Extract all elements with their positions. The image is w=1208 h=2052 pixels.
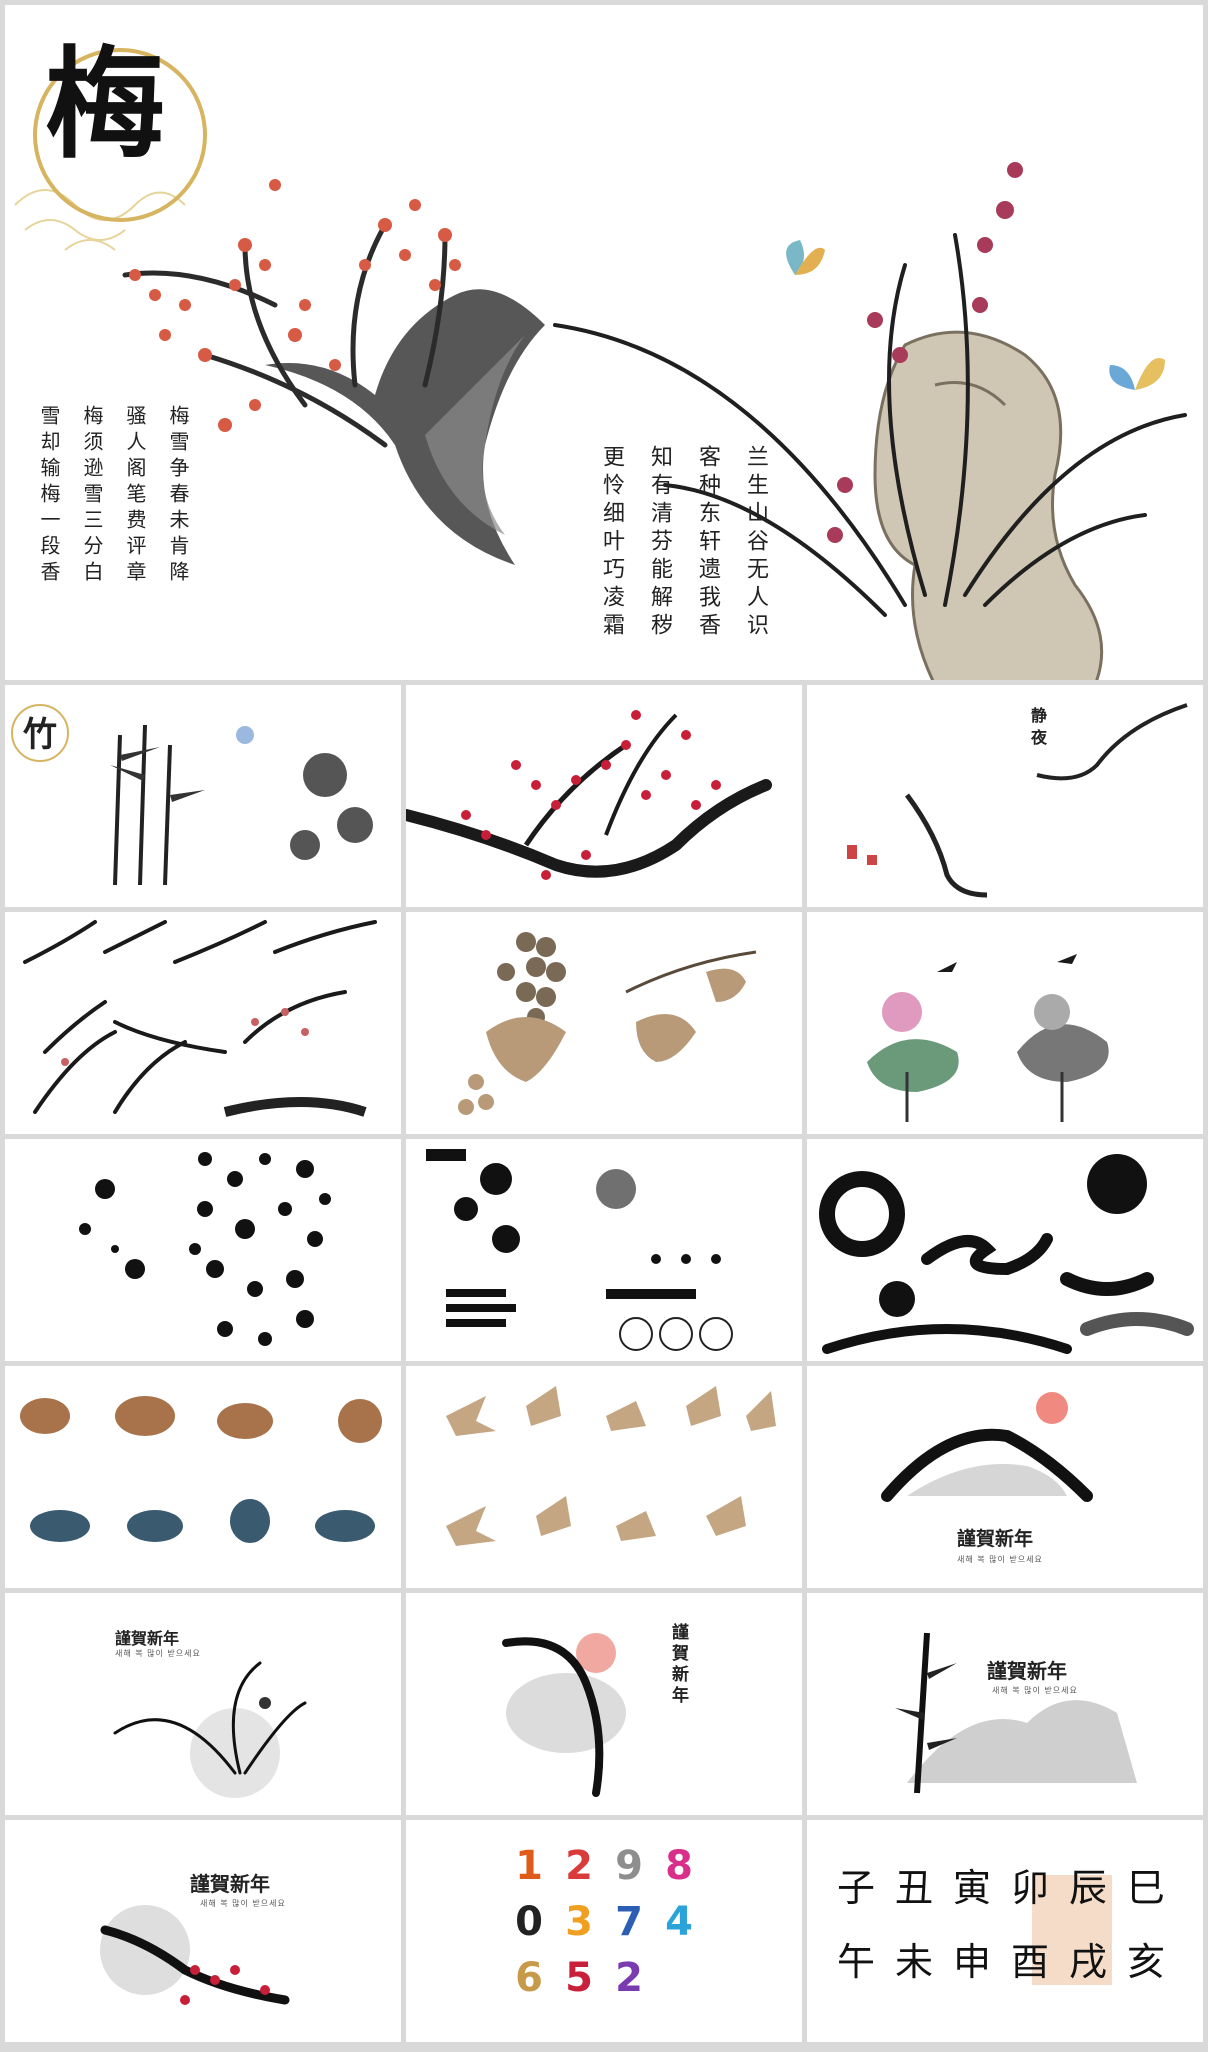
number-glyph: 6 [515,1955,543,2001]
calligraphy-char: 辰 [1068,1866,1107,1910]
calligraphy-char: 丑 [894,1866,933,1910]
sparrows-illustration [20,1396,382,1543]
ink-dots-illustration [79,1152,331,1346]
hero-artwork [14,48,1187,680]
seal-frame [1032,1875,1112,1985]
number-glyph: 1 [515,1843,543,1889]
number-glyph: 3 [565,1899,593,1945]
number-grid: 1 2 9 8 0 3 7 4 6 5 2 [506,1840,706,2004]
poem-line: 梅雪争春未肯降 [166,405,190,587]
number-glyph: 5 [565,1955,593,2001]
greeting-subtitle: 새해 복 많이 받으세요 [200,1899,286,1908]
grapes-illustration [458,932,757,1115]
calligraphy-char: 巳 [1126,1866,1165,1910]
thumb-greeting-bamboo[interactable]: 謹賀新年 새해 복 많이 받으세요 [807,1593,1203,1815]
thumb-red-plum[interactable] [406,685,802,907]
calligraphy-char: 戌 [1068,1940,1107,1984]
poem-line: 客种东轩遗我香 [695,445,720,641]
thumb-greeting-vertical[interactable]: 謹賀新年 [406,1593,802,1815]
thumb-ink-dots[interactable] [5,1139,401,1361]
mountain-sun-illustration [881,1392,1093,1502]
ink-branches-illustration [23,920,377,1117]
ink-splatter-illustration [426,1149,733,1351]
cloud-decoration [14,189,186,251]
greeting-title: 謹賀新年 [987,1659,1067,1683]
butterfly-icon [786,240,825,275]
thumb-sparrows-tan[interactable] [406,1366,802,1588]
thumb-calligraphy[interactable]: 子 丑 寅 卯 辰 巳 午 未 申 酉 戌 亥 [807,1820,1203,2042]
plum-branch-illustration [100,1905,290,2005]
poem-line: 骚人阁笔费评章 [123,405,147,587]
greeting-subtitle: 새해 복 많이 받으세요 [992,1686,1078,1695]
poem-line: 梅须逊雪三分白 [80,405,104,587]
greeting-subtitle: 새해 복 많이 받으세요 [957,1555,1043,1564]
poem-line: 更怜细叶巧凌霜 [599,445,624,641]
thumb-sparrows-colored[interactable] [5,1366,401,1588]
number-glyph: 2 [615,1955,643,2001]
thumb-brush-strokes[interactable] [807,1139,1203,1361]
poem-line: 雪却输梅一段香 [37,405,61,587]
plum-tree-illustration [122,179,545,565]
seal-character: 梅 [45,34,165,175]
thumb-numbers[interactable]: 1 2 9 8 0 3 7 4 6 5 2 [406,1820,802,2042]
bamboo-chrysanthemum-illustration [11,704,373,886]
greeting-title: 謹賀新年 [957,1528,1034,1550]
thumb-greeting-plum[interactable]: 謹賀新年 새해 복 많이 받으세요 [5,1820,401,2042]
brush-strokes-illustration [819,1154,1194,1354]
calligraphy-char: 卯 [1010,1866,1049,1910]
thumb-greeting-orchid[interactable]: 謹賀新年 새해 복 많이 받으세요 [5,1593,401,1815]
bamboo-mountains-illustration [895,1632,1137,1794]
number-glyph: 8 [665,1843,693,1889]
calligraphy-char: 午 [836,1940,875,1984]
calligraphy-char: 寅 [952,1866,991,1910]
red-plum-branch-illustration [406,710,772,880]
thumb-bamboo[interactable]: 竹 [5,685,401,907]
thumb-branches[interactable] [5,912,401,1134]
flying-sparrows-illustration [446,1386,776,1546]
butterfly-icon [1109,358,1165,390]
orchid-rock-illustration [553,162,1187,680]
poem-left: 梅雪争春未肯降 骚人阁笔费评章 梅须逊雪三分白 雪却输梅一段香 [35,405,193,595]
poem-line: 兰生山谷无人识 [743,445,768,641]
poem-right: 兰生山谷无人识 客种东轩遗我香 知有清芬能解秽 更怜细叶巧凌霜 [595,445,771,665]
thumb-grapes[interactable] [406,912,802,1134]
number-glyph: 2 [565,1843,593,1889]
ink-branch-illustration [847,703,1188,898]
ink-wave-illustration [502,1633,626,1797]
lotus-illustration [867,954,1109,1122]
calligraphy-char: 未 [894,1940,933,1984]
bamboo-seal: 竹 [23,715,57,755]
number-glyph: 4 [665,1899,693,1945]
thumb-splatter[interactable] [406,1139,802,1361]
greeting-vertical-title: 謹賀新年 [668,1623,688,1707]
orchid-illustration [113,1661,307,1798]
number-glyph: 0 [515,1899,543,1945]
number-glyph: 9 [615,1843,643,1889]
calligraphy-char: 亥 [1126,1940,1165,1984]
thumb-greeting-mountain[interactable]: 謹賀新年 새해 복 많이 받으세요 [807,1366,1203,1588]
calligraphy-char: 申 [952,1940,991,1984]
greeting-subtitle: 새해 복 많이 받으세요 [115,1649,201,1658]
thumb-quiet-night[interactable]: 静夜 [807,685,1203,907]
seal-circle [33,48,207,222]
greeting-title: 謹賀新年 [115,1629,180,1648]
number-glyph: 7 [615,1899,643,1945]
greeting-title: 謹賀新年 [190,1872,270,1896]
hero-slide[interactable]: 梅 梅雪争春未肯降 骚人阁笔费评章 梅须逊雪三分白 雪却输梅一段香 兰生山谷无人… [5,5,1203,680]
poem-line: 知有清芬能解秽 [647,445,672,641]
calligraphy-char: 子 [836,1866,875,1910]
calligraphy-grid: 子 丑 寅 卯 辰 巳 午 未 申 酉 戌 亥 [827,1860,1187,1990]
thumb-lotus[interactable] [807,912,1203,1134]
calligraphy-char: 酉 [1010,1940,1049,1984]
quiet-night-title: 静夜 [1028,707,1047,751]
